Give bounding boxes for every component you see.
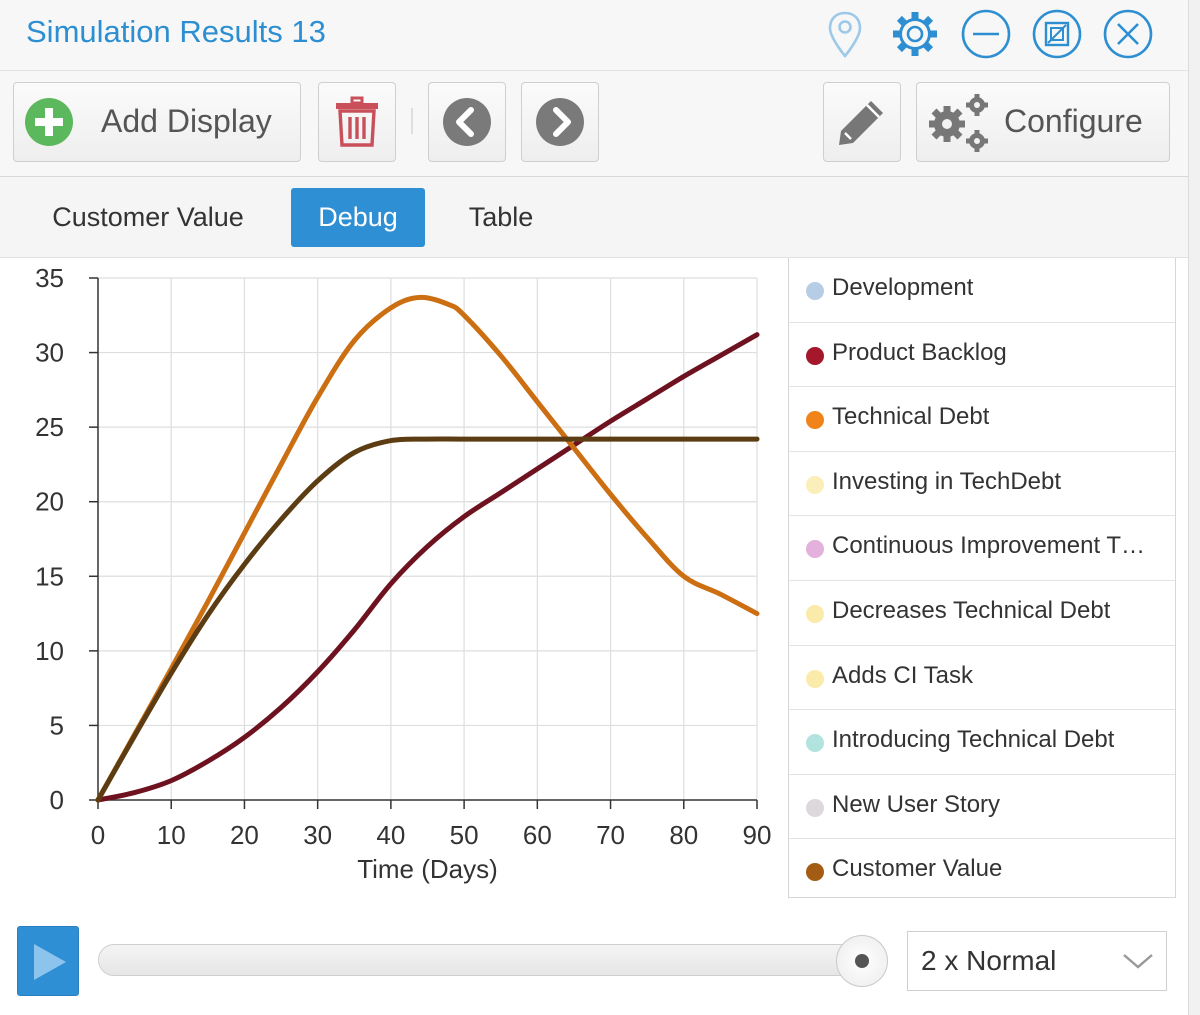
close-icon[interactable] [1102,8,1154,60]
x-tick-label: 20 [230,820,259,850]
legend-item[interactable]: Customer Value [789,839,1175,904]
line-chart: 0 10 20 30 40 50 60 70 80 90 0 5 10 15 20 25 30 35 Time (D… [0,258,785,898]
toolbar-separator [411,108,413,134]
y-tick-label: 35 [35,263,64,293]
legend-item[interactable]: Continuous Improvement T… [789,516,1175,581]
chart-legend: Development Product Backlog Technical Debt… [788,258,1176,898]
trash-icon [336,96,378,147]
tab-customer-value[interactable]: Customer Value [52,202,244,232]
y-tick-label: 30 [35,338,64,368]
legend-swatch [806,734,824,753]
legend-swatch [806,540,824,559]
map-pin-icon[interactable] [819,8,871,60]
legend-item[interactable]: Product Backlog [789,323,1175,388]
toolbar: Add Display [0,71,1188,177]
series-line-customer-value [95,436,760,803]
speed-select[interactable]: 2 x Normal [907,931,1167,991]
play-button[interactable] [17,926,79,996]
legend-item[interactable]: Technical Debt [789,387,1175,452]
legend-swatch [806,863,824,882]
legend-swatch [806,604,824,623]
legend-item[interactable]: Adds CI Task [789,646,1175,711]
add-display-label: Add Display [101,103,272,139]
x-tick-label: 30 [303,820,332,850]
previous-button[interactable] [428,82,506,162]
next-button[interactable] [521,82,599,162]
configure-button[interactable]: Configure [916,82,1170,162]
legend-label: Development [832,274,974,301]
y-tick-label: 0 [50,785,64,815]
legend-label: New User Story [832,790,1001,818]
legend-swatch [806,669,824,688]
chevron-down-icon [1123,954,1153,969]
legend-item[interactable]: Introducing Technical Debt [789,710,1175,775]
legend-swatch [806,282,824,300]
legend-label: Continuous Improvement T… [832,532,1146,560]
pencil-icon [839,101,883,145]
legend-swatch [806,411,824,430]
x-tick-label: 90 [743,820,772,850]
plus-circle-icon [25,98,73,146]
legend-label: Decreases Technical Debt [832,596,1111,624]
y-tick-label: 15 [35,561,64,591]
play-icon [34,944,66,980]
legend-swatch [806,475,824,494]
x-tick-label: 80 [669,820,698,850]
chevron-right-icon [536,98,584,146]
x-tick-label: 50 [450,820,479,850]
add-display-button[interactable]: Add Display [13,82,301,162]
x-tick-label: 10 [157,820,186,850]
tab-table[interactable]: Table [468,202,534,232]
gears-icon [929,94,988,152]
x-axis-label: Time (Days) [357,854,498,884]
restore-icon[interactable] [1031,8,1083,60]
chevron-left-icon [443,98,491,146]
minimize-icon[interactable] [960,8,1012,60]
legend-label: Customer Value [832,855,1003,883]
speed-value: 2 x Normal [921,945,1057,976]
y-tick-label: 5 [50,710,64,740]
legend-item[interactable]: Development [789,258,1175,323]
time-slider-handle[interactable] [836,935,888,987]
legend-item[interactable]: New User Story [789,775,1175,840]
x-tick-label: 70 [596,820,625,850]
edit-button[interactable] [823,82,901,162]
legend-swatch [806,346,824,365]
tab-debug[interactable]: Debug [291,188,425,247]
legend-label: Technical Debt [832,403,990,431]
tab-bar: Customer Value Debug Table [0,177,1188,258]
x-tick-label: 0 [91,820,105,850]
x-tick-label: 60 [523,820,552,850]
y-tick-label: 10 [35,636,64,666]
gear-icon[interactable] [889,8,941,60]
legend-label: Investing in TechDebt [832,467,1062,495]
legend-label: Introducing Technical Debt [832,726,1115,754]
window-edge [1188,0,1200,1015]
y-tick-label: 25 [35,412,64,442]
delete-button[interactable] [318,82,396,162]
legend-label: Adds CI Task [832,661,973,689]
series-line-technical-debt [95,294,760,803]
legend-item[interactable]: Investing in TechDebt [789,452,1175,517]
y-tick-label: 20 [35,487,64,517]
legend-item[interactable]: Decreases Technical Debt [789,581,1175,646]
chart-canvas: 0 10 20 30 40 50 60 70 80 90 0 5 10 15 20 25 30 35 Time (D… [35,263,772,884]
configure-label: Configure [1004,103,1143,139]
x-tick-label: 40 [376,820,405,850]
title-bar: Simulation Results 13 [0,0,1188,71]
legend-swatch [806,798,824,817]
legend-label: Product Backlog [832,338,1007,366]
window-title: Simulation Results 13 [26,14,326,49]
series-line-product-backlog [95,332,760,803]
time-slider-track[interactable] [98,944,868,976]
